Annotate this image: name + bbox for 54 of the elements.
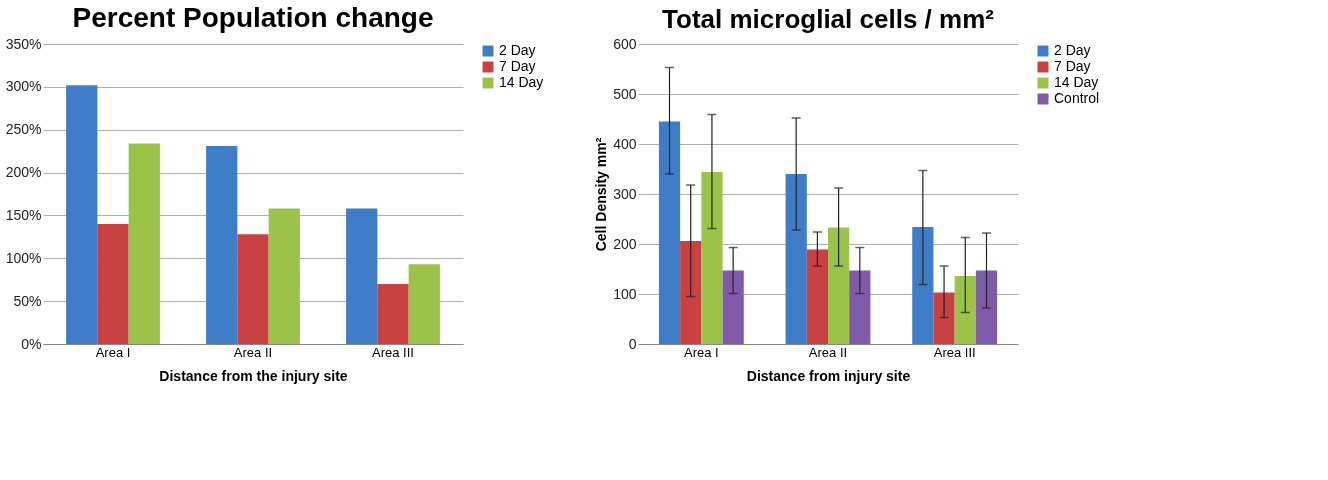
bar [701, 172, 723, 344]
chart-title: Total microglial cells / mm² [662, 4, 995, 34]
y-tick-label: 0 [628, 335, 637, 352]
y-axis-title: Cell Density mm² [593, 137, 610, 252]
y-tick-label: 400 [613, 135, 637, 152]
bar [128, 143, 160, 344]
legend-label: 14 Day [1054, 74, 1099, 90]
y-tick-label: 300% [5, 78, 42, 95]
y-tick-label: 350% [5, 35, 42, 52]
bar [97, 224, 129, 344]
bar [66, 85, 98, 344]
bar [912, 227, 934, 344]
y-tick-label: 150% [5, 206, 42, 223]
bar [785, 174, 807, 344]
y-tick-label: 200% [5, 164, 42, 181]
x-axis-title: Distance from injury site [746, 367, 911, 384]
y-tick-label: 50% [13, 292, 42, 309]
bar [408, 264, 440, 344]
y-tick-label: 100 [613, 285, 637, 302]
y-tick-label: 0% [21, 335, 42, 352]
x-axis-title: Distance from the injury site [159, 367, 348, 384]
x-tick-label: Area III [933, 344, 976, 360]
bar [722, 270, 744, 344]
bar [206, 146, 238, 344]
legend-label: 7 Day [499, 58, 536, 74]
legend-label: Control [1054, 90, 1100, 106]
x-tick-label: Area II [808, 344, 848, 360]
y-tick-label: 500 [613, 85, 637, 102]
chart-title: Percent Population change [72, 2, 434, 33]
legend-label: 7 Day [1054, 58, 1091, 74]
bar [806, 249, 828, 344]
y-tick-label: 200 [613, 235, 637, 252]
bar [680, 241, 702, 344]
y-tick-label: 100% [5, 249, 42, 266]
y-tick-label: 600 [613, 35, 637, 52]
bar [933, 292, 955, 344]
bar [237, 234, 269, 344]
bar [849, 270, 871, 344]
bar [377, 284, 409, 344]
bar [828, 227, 850, 344]
x-tick-label: Area I [683, 344, 719, 360]
x-tick-label: Area III [372, 344, 414, 360]
bar [954, 276, 976, 344]
bar [975, 270, 998, 344]
legend-label: 2 Day [1054, 42, 1091, 58]
legend-label: 2 Day [499, 42, 536, 58]
y-tick-label: 300 [613, 185, 637, 202]
bar [268, 208, 300, 344]
x-tick-label: Area I [95, 344, 131, 360]
bar [346, 208, 378, 344]
bar [658, 121, 681, 344]
y-tick-label: 250% [5, 121, 42, 138]
legend-label: 14 Day [499, 74, 544, 90]
x-tick-label: Area II [233, 344, 273, 360]
